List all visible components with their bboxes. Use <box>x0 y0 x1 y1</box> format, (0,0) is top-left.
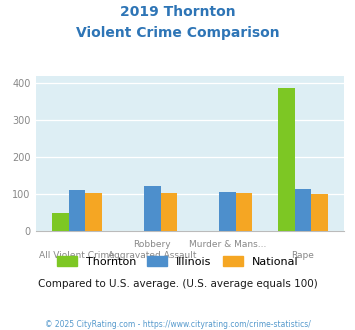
Bar <box>160 193 177 231</box>
Text: 2019 Thornton: 2019 Thornton <box>120 5 235 19</box>
Bar <box>69 190 85 231</box>
Bar <box>278 88 295 231</box>
Text: All Violent Crime: All Violent Crime <box>39 251 115 260</box>
Bar <box>85 193 102 231</box>
Bar <box>144 186 160 231</box>
Text: Aggravated Assault: Aggravated Assault <box>108 251 197 260</box>
Bar <box>236 193 252 231</box>
Bar <box>295 188 311 231</box>
Bar <box>52 213 69 231</box>
Legend: Thornton, Illinois, National: Thornton, Illinois, National <box>53 251 302 271</box>
Text: Murder & Mans...: Murder & Mans... <box>189 240 266 249</box>
Text: © 2025 CityRating.com - https://www.cityrating.com/crime-statistics/: © 2025 CityRating.com - https://www.city… <box>45 320 310 329</box>
Text: Violent Crime Comparison: Violent Crime Comparison <box>76 26 279 40</box>
Text: Robbery: Robbery <box>133 240 171 249</box>
Bar <box>311 194 328 231</box>
Bar <box>219 192 236 231</box>
Text: Rape: Rape <box>291 251 315 260</box>
Text: Compared to U.S. average. (U.S. average equals 100): Compared to U.S. average. (U.S. average … <box>38 279 317 289</box>
